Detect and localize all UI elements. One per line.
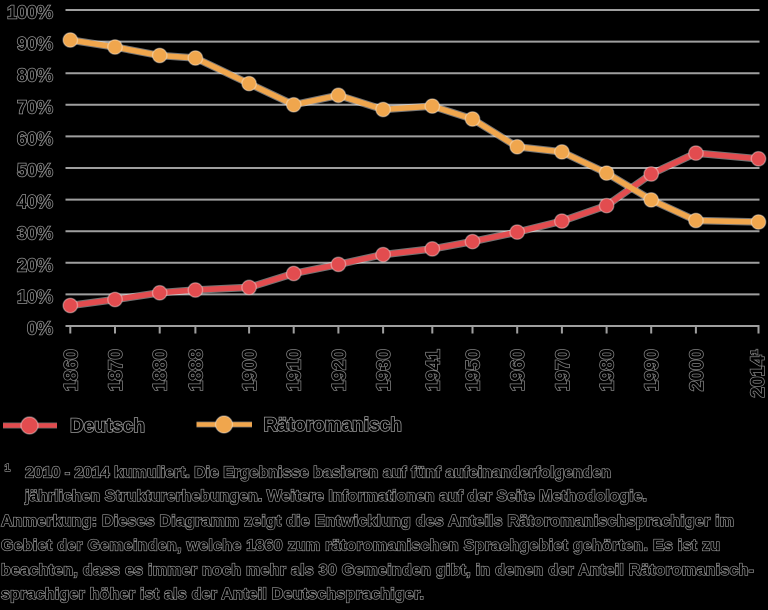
svg-text:40%: 40%: [17, 192, 53, 212]
svg-text:Deutsch: Deutsch: [70, 416, 145, 437]
svg-text:1941: 1941: [423, 349, 444, 392]
svg-text:20%: 20%: [17, 255, 53, 275]
svg-text:60%: 60%: [17, 129, 53, 149]
svg-text:1860: 1860: [61, 349, 82, 391]
svg-text:10%: 10%: [17, 287, 53, 307]
svg-text:Gebiet der Gemeinden, welche 1: Gebiet der Gemeinden, welche 1860 zum rä…: [1, 538, 720, 555]
svg-text:1900: 1900: [240, 349, 261, 391]
svg-text:beachten, dass es immer noch m: beachten, dass es immer noch mehr als 30…: [1, 562, 754, 579]
svg-text:80%: 80%: [17, 66, 53, 86]
svg-text:90%: 90%: [17, 34, 53, 54]
svg-text:Anmerkung: Dieses Diagramm zei: Anmerkung: Dieses Diagramm zeigt die Ent…: [1, 513, 734, 530]
svg-text:1950: 1950: [464, 349, 485, 391]
svg-text:1880: 1880: [151, 349, 172, 391]
svg-text:1920: 1920: [329, 349, 350, 391]
svg-text:1970: 1970: [553, 349, 574, 391]
svg-text:1888: 1888: [186, 349, 207, 391]
svg-text:jährlichen Strukturerhebungen.: jährlichen Strukturerhebungen. Weitere I…: [24, 488, 647, 505]
svg-text:1930: 1930: [374, 349, 395, 391]
svg-text:sprachiger höher ist als der A: sprachiger höher ist als der Anteil Deut…: [1, 586, 424, 603]
svg-text:70%: 70%: [17, 97, 53, 117]
svg-text:1960: 1960: [508, 349, 529, 391]
svg-text:Rätoromanisch: Rätoromanisch: [264, 415, 402, 436]
svg-text:1980: 1980: [598, 349, 619, 391]
svg-text:30%: 30%: [17, 224, 53, 244]
svg-text:1990: 1990: [642, 349, 663, 391]
svg-text:2000: 2000: [687, 349, 708, 391]
svg-text:1: 1: [5, 462, 11, 474]
svg-text:100%: 100%: [7, 3, 53, 23]
svg-text:0%: 0%: [27, 319, 53, 339]
svg-text:2014¹: 2014¹: [748, 349, 768, 398]
svg-text:50%: 50%: [17, 161, 53, 181]
svg-text:1910: 1910: [285, 349, 306, 391]
svg-text:1870: 1870: [106, 349, 127, 391]
svg-text:2010 - 2014 kumuliert. Die Erg: 2010 - 2014 kumuliert. Die Ergebnisse ba…: [25, 465, 611, 482]
